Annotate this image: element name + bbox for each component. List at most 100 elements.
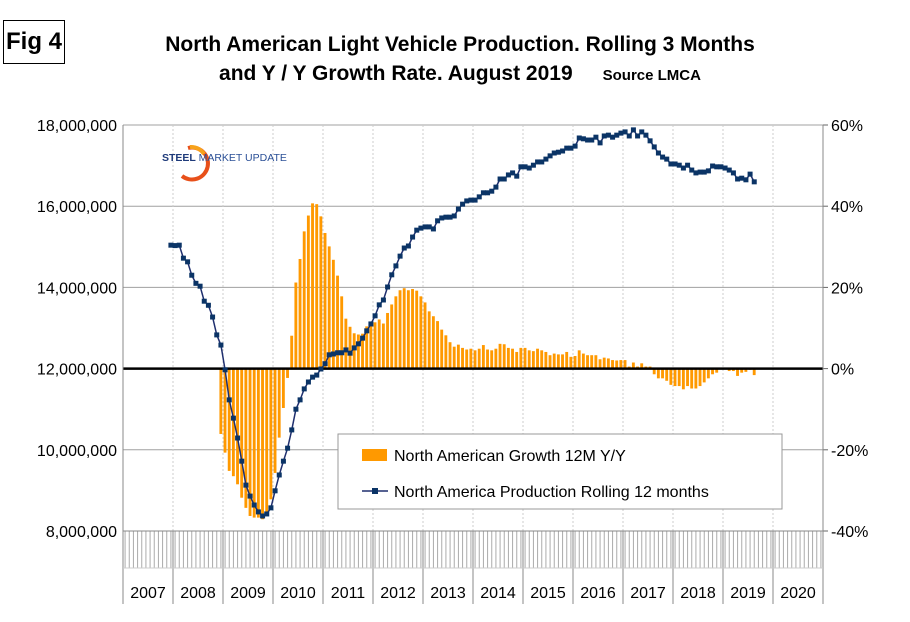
line-marker <box>322 361 328 367</box>
bar <box>231 368 235 477</box>
logo-text: STEEL MARKET UPDATE <box>162 152 287 164</box>
line-marker <box>751 179 757 185</box>
bar <box>402 288 406 369</box>
line-marker <box>626 133 632 139</box>
bar <box>677 368 681 387</box>
bar <box>623 360 627 369</box>
line-marker <box>189 272 195 278</box>
bar <box>686 368 689 387</box>
line-marker <box>397 253 403 259</box>
x-tick-label: 2009 <box>230 585 266 602</box>
bar <box>619 360 623 369</box>
line-marker <box>343 347 349 353</box>
line-marker <box>551 150 557 156</box>
bar <box>377 319 381 369</box>
x-tick-label: 2013 <box>430 585 466 602</box>
y-right-tick-label: 40% <box>831 199 863 216</box>
bar <box>515 351 519 369</box>
bar <box>561 354 564 369</box>
legend: North American Growth 12M Y/Y North Amer… <box>337 433 783 510</box>
bar <box>573 356 577 369</box>
line-marker <box>651 144 657 150</box>
bar <box>694 368 698 389</box>
x-tick-label: 2014 <box>480 585 516 602</box>
bar <box>261 368 264 520</box>
line-marker <box>297 397 303 403</box>
bar <box>427 311 431 369</box>
bar <box>698 368 702 387</box>
bar <box>702 368 706 383</box>
y-left-tick-label: 8,000,000 <box>46 524 117 541</box>
bar <box>419 296 423 369</box>
line-marker <box>385 284 391 290</box>
title-line-1: North American Light Vehicle Production.… <box>165 33 755 56</box>
bar <box>352 333 356 369</box>
bar <box>219 368 223 434</box>
bar <box>456 344 460 369</box>
line-marker <box>243 482 249 488</box>
bar <box>506 347 510 369</box>
bar <box>290 335 294 369</box>
line-marker <box>185 259 191 265</box>
line-marker <box>714 164 720 170</box>
line-marker <box>739 175 745 181</box>
bar <box>498 343 502 369</box>
bar <box>386 312 389 369</box>
bar <box>711 368 714 375</box>
bar <box>415 290 419 369</box>
bar <box>536 348 539 369</box>
line-marker <box>210 314 216 320</box>
bar <box>436 321 439 369</box>
line-marker <box>372 313 378 319</box>
line-marker <box>214 332 220 338</box>
bar <box>323 232 327 369</box>
x-tick-label: 2007 <box>130 585 166 602</box>
x-tick-label: 2020 <box>780 585 816 602</box>
bar <box>306 215 310 369</box>
line-marker <box>660 154 666 160</box>
bar <box>277 368 281 438</box>
growth-bars <box>219 203 756 520</box>
line-marker <box>597 140 603 146</box>
line-marker <box>622 129 628 135</box>
bar <box>256 368 260 518</box>
production-line <box>168 127 757 519</box>
line-marker <box>701 169 707 175</box>
x-tick-label: 2017 <box>630 585 666 602</box>
bar <box>531 351 535 369</box>
line-marker <box>710 163 716 169</box>
line-marker <box>564 145 570 151</box>
line-marker <box>605 132 611 138</box>
line-marker <box>510 170 516 176</box>
line-marker <box>330 351 336 357</box>
bar <box>736 368 739 376</box>
line-marker <box>672 161 678 167</box>
line-marker <box>589 137 595 143</box>
bar <box>269 368 273 500</box>
line-marker <box>318 366 324 372</box>
bar <box>444 335 448 369</box>
bar <box>298 258 302 369</box>
bar <box>598 359 602 369</box>
bar <box>227 368 231 471</box>
x-tick-label: 2012 <box>380 585 416 602</box>
bar <box>331 259 335 369</box>
line-marker <box>368 321 374 327</box>
figure-label: Fig 4 <box>3 20 65 64</box>
line-marker <box>401 245 407 251</box>
line-marker <box>447 214 453 220</box>
legend-bar-swatch <box>362 449 387 461</box>
line-marker <box>222 367 228 373</box>
line-marker <box>610 134 616 140</box>
line-marker <box>380 297 386 303</box>
line-marker <box>351 345 357 351</box>
line-marker <box>630 127 636 133</box>
line-marker <box>693 170 699 176</box>
line-marker <box>260 513 266 519</box>
bar <box>440 329 444 369</box>
x-tick-label: 2011 <box>331 585 366 602</box>
bar <box>236 368 239 485</box>
bar <box>423 302 427 369</box>
line-marker <box>230 415 236 421</box>
